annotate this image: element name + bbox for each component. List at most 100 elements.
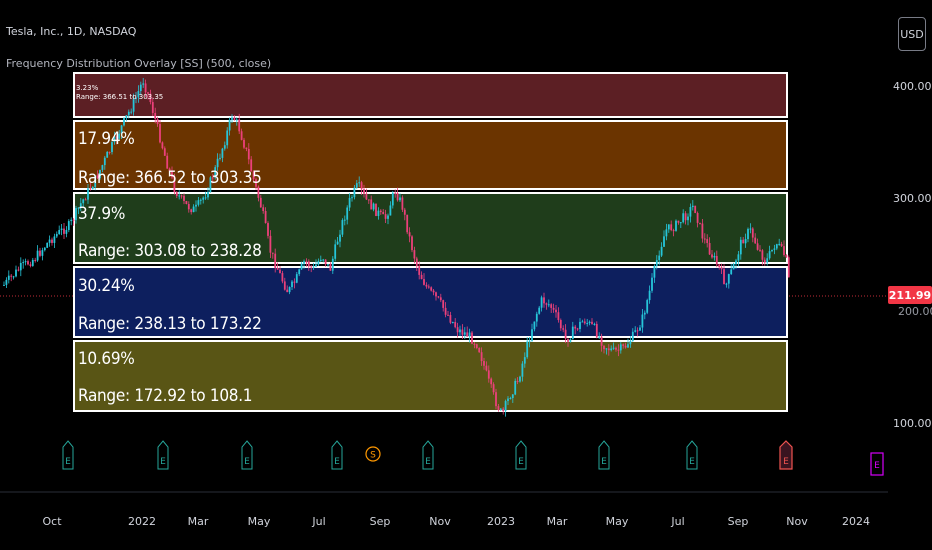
candle-body	[204, 197, 207, 199]
candle-body	[211, 177, 214, 179]
candle-body	[463, 332, 466, 335]
candle-body	[118, 133, 121, 139]
candle-body	[106, 151, 109, 158]
earnings-marker[interactable]: E	[598, 440, 610, 470]
currency-button[interactable]: USD	[898, 17, 926, 51]
candle-body	[689, 207, 692, 217]
candle-body	[137, 91, 140, 98]
candle-body	[471, 332, 473, 344]
band-3-rect	[73, 266, 788, 338]
candle-body	[48, 239, 51, 243]
split-marker[interactable]: S	[365, 442, 381, 466]
candle-body	[737, 254, 740, 261]
candle-body	[387, 215, 389, 219]
candle-body	[339, 234, 341, 242]
earnings-marker[interactable]: E	[157, 440, 169, 470]
candle-body	[531, 329, 533, 341]
candle-body	[617, 349, 620, 351]
candle-body	[307, 261, 310, 267]
candle-body	[727, 274, 730, 284]
earnings-marker-upcoming[interactable]: E	[870, 452, 884, 476]
candle-body	[281, 273, 284, 282]
earnings-marker[interactable]: E	[331, 440, 343, 470]
candle-body	[509, 397, 512, 399]
band-2-percent: 37.9%	[78, 204, 126, 224]
last-price-badge: 211.99	[888, 286, 932, 304]
candle-body	[730, 269, 733, 275]
candle-body	[243, 139, 245, 148]
candle-body	[348, 197, 351, 208]
earnings-marker[interactable]: E	[422, 440, 434, 470]
svg-text:E: E	[783, 457, 789, 467]
candle-body	[135, 97, 137, 100]
candle-body	[557, 312, 560, 321]
candle-body	[391, 192, 394, 206]
candle-body	[303, 261, 305, 264]
candle-body	[29, 264, 32, 266]
candle-body	[75, 208, 77, 221]
band-3-percent: 30.24%	[78, 276, 135, 296]
candle-body	[643, 312, 646, 315]
candle-body	[708, 243, 711, 255]
candle-body	[27, 261, 29, 265]
candle-body	[216, 158, 219, 168]
candle-body	[646, 300, 649, 313]
candle-body	[485, 365, 488, 371]
candle-body	[46, 242, 49, 248]
earnings-marker[interactable]: E	[62, 440, 74, 470]
candle-body	[418, 266, 421, 275]
candle-body	[775, 244, 778, 249]
candle-body	[159, 124, 161, 143]
candle-body	[667, 224, 670, 230]
candle-body	[279, 269, 281, 274]
candle-body	[245, 147, 248, 149]
candle-body	[612, 347, 615, 349]
candle-body	[699, 222, 701, 224]
candle-body	[183, 195, 185, 202]
candle-body	[298, 269, 301, 275]
candle-body	[653, 265, 656, 278]
candle-body	[209, 177, 212, 192]
candle-body	[507, 398, 509, 402]
indicator-legend[interactable]: Frequency Distribution Overlay [SS] (500…	[6, 57, 272, 70]
candle-body	[598, 336, 601, 338]
candle-body	[631, 331, 634, 341]
candle-body	[526, 341, 529, 358]
candle-body	[195, 204, 197, 207]
candle-body	[552, 307, 555, 310]
candle-body	[10, 275, 13, 277]
earnings-marker[interactable]: E	[686, 440, 698, 470]
earnings-marker[interactable]: E	[241, 440, 253, 470]
candle-body	[24, 261, 27, 263]
price-tick-100: 100.00	[893, 417, 932, 430]
time-tick: Oct	[42, 515, 62, 528]
candle-body	[41, 250, 44, 256]
candle-body	[449, 315, 452, 323]
chart-title[interactable]: Tesla, Inc., 1D, NASDAQ	[6, 25, 137, 38]
candle-body	[408, 232, 411, 237]
candle-body	[603, 345, 605, 350]
candle-body	[53, 236, 56, 243]
candle-body	[367, 199, 370, 201]
candle-body	[600, 336, 603, 346]
candle-body	[660, 246, 663, 256]
candle-body	[149, 93, 152, 103]
candle-body	[15, 269, 17, 277]
candle-body	[579, 321, 581, 329]
time-tick: Sep	[369, 515, 391, 528]
candle-body	[3, 284, 5, 286]
candle-body	[459, 329, 461, 333]
earnings-marker[interactable]: E	[515, 440, 527, 470]
candle-body	[665, 229, 668, 237]
candle-body	[379, 210, 382, 212]
earnings-marker-latest[interactable]: E	[779, 440, 793, 470]
candle-body	[535, 313, 538, 322]
candle-body	[742, 239, 745, 244]
svg-text:E: E	[874, 461, 880, 471]
candle-body	[406, 214, 409, 233]
candle-body	[703, 238, 706, 240]
candle-body	[84, 199, 87, 201]
candle-body	[641, 314, 644, 328]
candle-body	[276, 267, 279, 270]
